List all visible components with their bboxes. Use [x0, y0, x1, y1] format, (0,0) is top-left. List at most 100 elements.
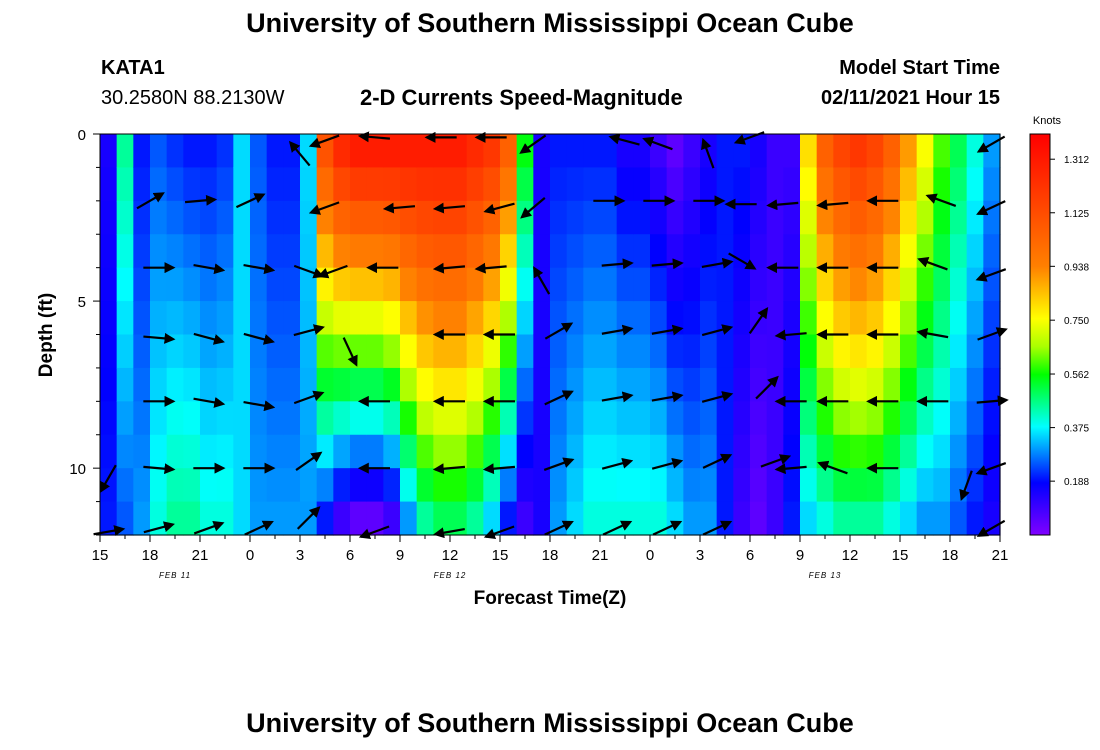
heatmap-cell [583, 267, 601, 302]
heatmap-cell [883, 301, 901, 336]
heatmap-cell [783, 301, 801, 336]
heatmap-cell [983, 167, 1001, 202]
heatmap-cell [650, 334, 668, 369]
heatmap-cell [566, 434, 584, 469]
heatmap-cell [116, 234, 134, 269]
heatmap-cell [416, 234, 434, 269]
heatmap-cell [233, 234, 251, 269]
heatmap-cell [883, 334, 901, 369]
x-tick-label: 18 [142, 547, 159, 564]
colorbar-unit-label: Knots [1033, 115, 1062, 127]
colorbar-tick-label: 1.312 [1064, 155, 1089, 166]
heatmap-cell [850, 334, 868, 369]
heatmap-cell [250, 401, 268, 436]
current-vector-arrow [774, 329, 807, 341]
current-vector-arrow [482, 463, 516, 475]
x-tick-label: 9 [396, 547, 404, 564]
heatmap-cell [816, 468, 834, 503]
heatmap-cell [416, 267, 434, 302]
heatmap-cell [633, 267, 651, 302]
heatmap-cell [983, 434, 1001, 469]
heatmap-cell [766, 134, 784, 169]
heatmap-cell [766, 501, 784, 536]
heatmap-cell [483, 234, 501, 269]
heatmap-cell [300, 468, 318, 503]
current-vector-arrow [184, 194, 218, 206]
heatmap-cell [333, 401, 351, 436]
heatmap-cell [283, 468, 301, 503]
heatmap-cell [100, 234, 118, 269]
heatmap-cell [783, 267, 801, 302]
heatmap-cell [166, 401, 184, 436]
heatmap-cell [816, 334, 834, 369]
heatmap-cell [216, 434, 234, 469]
heatmap-cell [916, 167, 934, 202]
heatmap-cell [966, 434, 984, 469]
heatmap-cell [333, 234, 351, 269]
heatmap-cell [450, 267, 468, 302]
heatmap-cell [466, 501, 484, 536]
x-tick-label: 6 [746, 547, 754, 564]
heatmap-cell [500, 134, 518, 169]
heatmap-cell [516, 234, 534, 269]
heatmap-cell [216, 367, 234, 402]
current-vector-arrow [143, 463, 176, 475]
heatmap-cell [466, 234, 484, 269]
heatmap-cell [466, 434, 484, 469]
heatmap-cell [916, 134, 934, 169]
heatmap-cell [433, 301, 451, 336]
heatmap-cell [650, 468, 668, 503]
heatmap-cell [516, 134, 534, 169]
heatmap-cell [616, 167, 634, 202]
heatmap-cell [800, 134, 818, 169]
heatmap-cell [816, 234, 834, 269]
heatmap-cell [616, 401, 634, 436]
heatmap-cell [433, 334, 451, 369]
heatmap-cell [866, 200, 884, 235]
heatmap-cell [866, 367, 884, 402]
heatmap-cell [900, 200, 918, 235]
heatmap-cell [566, 468, 584, 503]
heatmap-cell [533, 468, 551, 503]
current-vector-arrow [288, 140, 311, 167]
heatmap-cell [933, 301, 951, 336]
current-vector-arrow [432, 463, 466, 475]
heatmap-cell [100, 134, 118, 169]
heatmap-cell [333, 134, 351, 169]
heatmap-cell [283, 234, 301, 269]
heatmap-cell [633, 501, 651, 536]
heatmap-cell [700, 501, 718, 536]
heatmap-cell [416, 301, 434, 336]
heatmap-cell [650, 200, 668, 235]
heatmap-cell [333, 167, 351, 202]
heatmap-cell [933, 434, 951, 469]
heatmap-cell [566, 200, 584, 235]
heatmap-cell [616, 267, 634, 302]
heatmap-cell [100, 501, 118, 536]
x-tick-label: 12 [442, 547, 459, 564]
current-vector-arrow [432, 202, 466, 214]
heatmap-cell [100, 167, 118, 202]
current-vector-arrow [602, 520, 633, 536]
heatmap-cell [850, 301, 868, 336]
heatmap-cell [350, 367, 368, 402]
current-vector-arrow [816, 199, 849, 211]
current-vector-arrow [976, 395, 1009, 407]
heatmap-cell [383, 134, 401, 169]
heatmap-cell [266, 468, 284, 503]
heatmap-cell [500, 267, 518, 302]
heatmap-cell [850, 501, 868, 536]
current-vector-arrow [702, 520, 733, 536]
heatmap-cell [833, 334, 851, 369]
heatmap-cell [850, 134, 868, 169]
heatmap-cell [250, 434, 268, 469]
colorbar-tick-label: 0.938 [1064, 262, 1089, 273]
heatmap-cell [216, 167, 234, 202]
heatmap-cell [250, 468, 268, 503]
current-vector-arrow [382, 202, 416, 214]
heatmap-cell [700, 200, 718, 235]
y-axis-label: Depth (ft) [36, 293, 57, 377]
heatmap-cell [816, 267, 834, 302]
heatmap-cell [266, 267, 284, 302]
